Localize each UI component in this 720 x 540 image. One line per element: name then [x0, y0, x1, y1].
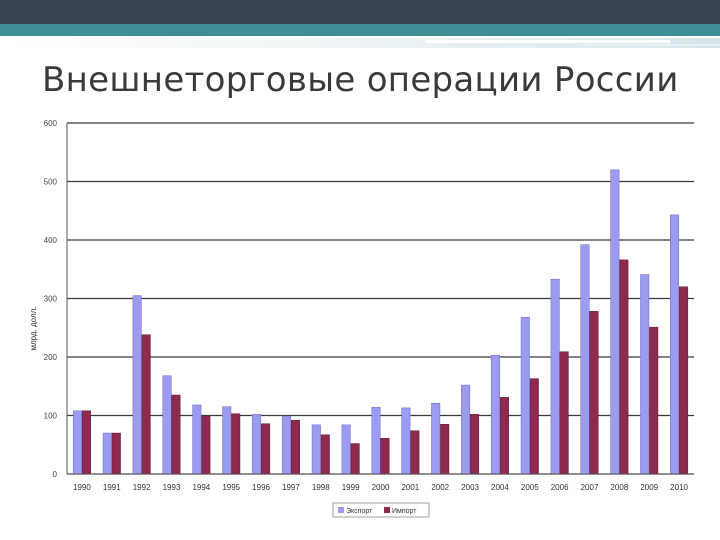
x-tick-label: 1999	[342, 483, 360, 492]
import-bar-2007	[589, 311, 599, 475]
import-bar-2004	[499, 397, 509, 475]
x-tick-label: 2007	[581, 483, 599, 492]
x-tick-label: 2008	[610, 483, 628, 492]
import-bar-2008	[619, 259, 629, 475]
import-bar-1994	[201, 415, 211, 475]
x-tick-label: 1997	[282, 483, 300, 492]
import-bar-1999	[350, 443, 360, 475]
x-tick-label: 2010	[670, 483, 688, 492]
import-bar-2001	[410, 430, 420, 475]
import-bar-2002	[440, 424, 450, 475]
y-tick-label: 500	[44, 178, 58, 187]
import-bar-2005	[529, 378, 539, 475]
x-tick-label: 2009	[640, 483, 658, 492]
x-tick-label: 1996	[252, 483, 270, 492]
import-bar-2003	[470, 414, 480, 475]
import-bar-1995	[231, 413, 241, 475]
import-bar-1990	[81, 410, 91, 475]
import-bar-1996	[261, 423, 271, 475]
x-tick-label: 1998	[312, 483, 330, 492]
import-bar-2006	[559, 351, 569, 475]
chart-axes: 0 100 200 300 400 500 600 млрд. долл. 1990 1991 19…	[29, 119, 694, 492]
import-bar-1998	[320, 434, 330, 475]
x-tick-label: 2004	[491, 483, 509, 492]
export-bar-1996	[252, 414, 262, 475]
chart-legend: Экспорт Импорт	[332, 502, 430, 518]
y-tick-label: 300	[44, 295, 58, 304]
export-bar-2005	[520, 316, 530, 475]
legend-label-import: Импорт	[392, 508, 417, 515]
chart-bars	[72, 169, 689, 475]
export-bar-1993	[162, 375, 172, 475]
export-bar-1995	[222, 406, 232, 475]
y-tick-label: 200	[44, 353, 58, 362]
x-tick-label: 2001	[401, 483, 419, 492]
export-bar-2009	[640, 274, 650, 475]
y-tick-label: 100	[44, 412, 58, 421]
export-bar-1990	[72, 410, 82, 475]
y-tick-label: 600	[44, 119, 58, 128]
legend-swatch-export	[338, 507, 344, 513]
import-bar-1991	[111, 432, 121, 475]
x-tick-label: 1993	[163, 483, 181, 492]
x-tick-label: 2000	[372, 483, 390, 492]
export-bar-2003	[461, 384, 471, 475]
import-bar-1997	[290, 419, 300, 475]
export-bar-1997	[281, 415, 291, 475]
export-bar-1998	[311, 424, 321, 475]
x-tick-label: 2005	[521, 483, 539, 492]
slide-title: Внешнеторговые операции России	[42, 60, 679, 100]
import-bar-2000	[380, 438, 390, 475]
x-tick-label: 2002	[431, 483, 449, 492]
export-bar-2004	[490, 354, 500, 475]
export-bar-1999	[341, 424, 351, 475]
header-band-teal	[0, 24, 720, 36]
export-bar-2001	[401, 407, 411, 475]
y-axis-label: млрд. долл.	[29, 306, 38, 350]
export-bar-2002	[431, 402, 441, 475]
header-stripe	[425, 40, 670, 43]
x-tick-label: 1995	[222, 483, 240, 492]
header-stripe	[580, 44, 720, 46]
x-tick-label: 1994	[192, 483, 210, 492]
x-tick-label: 1992	[133, 483, 151, 492]
export-bar-1992	[132, 295, 142, 475]
import-bar-1992	[141, 334, 151, 475]
header-band-dark	[0, 0, 720, 24]
header-band-gradient	[0, 38, 720, 48]
legend-label-export: Экспорт	[346, 508, 373, 515]
import-bar-2010	[679, 286, 689, 475]
y-tick-label: 0	[53, 470, 58, 479]
import-bar-1993	[171, 394, 181, 475]
legend-swatch-import	[384, 507, 390, 513]
x-tick-label: 1991	[103, 483, 121, 492]
export-bar-1991	[102, 432, 112, 475]
export-bar-2000	[371, 407, 381, 475]
x-tick-label: 2006	[551, 483, 569, 492]
export-bar-2007	[580, 244, 590, 475]
legend-box	[332, 502, 430, 518]
x-tick-label: 1990	[73, 483, 91, 492]
export-bar-2008	[610, 169, 620, 475]
y-tick-label: 400	[44, 236, 58, 245]
export-bar-2010	[670, 214, 680, 475]
export-bar-2006	[550, 278, 560, 475]
header-band-divider	[0, 36, 720, 38]
import-bar-2009	[649, 326, 659, 475]
export-bar-1994	[192, 404, 202, 475]
x-tick-label: 2003	[461, 483, 479, 492]
